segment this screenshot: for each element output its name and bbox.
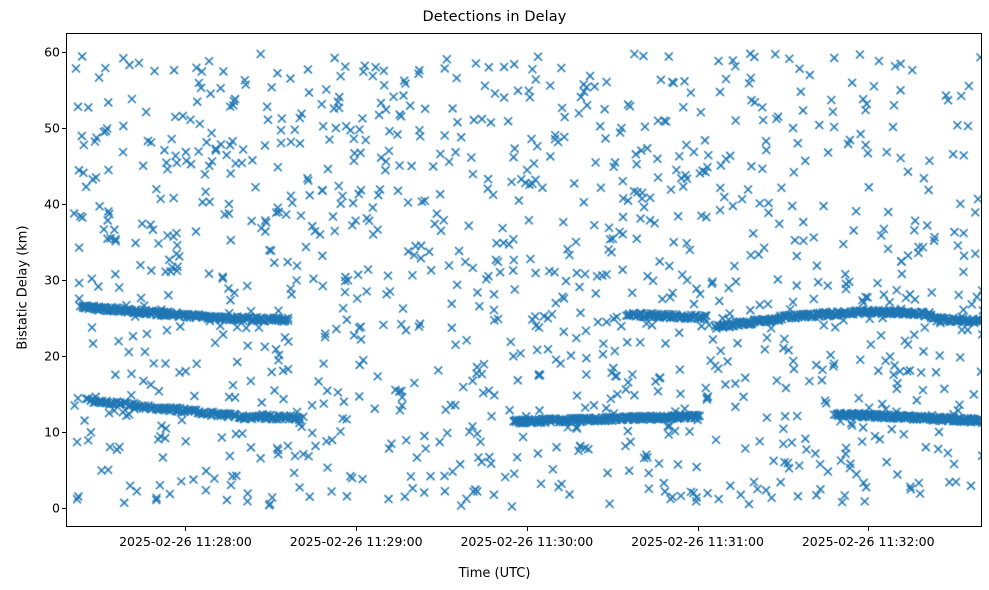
y-tick-mark (62, 432, 66, 433)
y-tick-mark (62, 52, 66, 53)
y-tick-label: 50 (44, 120, 60, 136)
x-tick-mark (526, 527, 528, 531)
y-tick-mark (62, 508, 66, 509)
x-tick-mark (185, 527, 187, 531)
scatter-plot-canvas (67, 34, 981, 526)
x-tick-label: 2025-02-26 11:31:00 (631, 534, 764, 549)
y-tick-mark (62, 280, 66, 281)
x-tick-label: 2025-02-26 11:30:00 (460, 534, 594, 549)
x-tick-mark (697, 527, 699, 531)
x-tick-label: 2025-02-26 11:32:00 (801, 534, 935, 549)
y-axis-label: Bistatic Delay (km) (15, 225, 31, 350)
x-tick-label: 2025-02-26 11:29:00 (289, 534, 423, 549)
y-tick-label: 20 (44, 348, 60, 364)
y-tick-mark (62, 128, 66, 129)
y-axis-tick-labels: 0 10 20 30 40 50 60 (26, 0, 60, 590)
y-tick-label: 40 (44, 196, 60, 212)
y-tick-label: 10 (44, 424, 60, 440)
x-tick-mark (356, 527, 358, 531)
y-tick-label: 60 (44, 44, 60, 60)
x-axis-label: Time (UTC) (458, 566, 531, 581)
plot-axes-frame (66, 33, 982, 527)
y-tick-label: 0 (52, 500, 60, 516)
y-tick-mark (62, 204, 66, 205)
x-tick-label: 2025-02-26 11:28:00 (119, 534, 252, 549)
y-tick-label: 30 (44, 272, 60, 288)
y-tick-mark (62, 356, 66, 357)
x-tick-mark (868, 527, 870, 531)
chart-title: Detections in Delay (422, 9, 567, 25)
